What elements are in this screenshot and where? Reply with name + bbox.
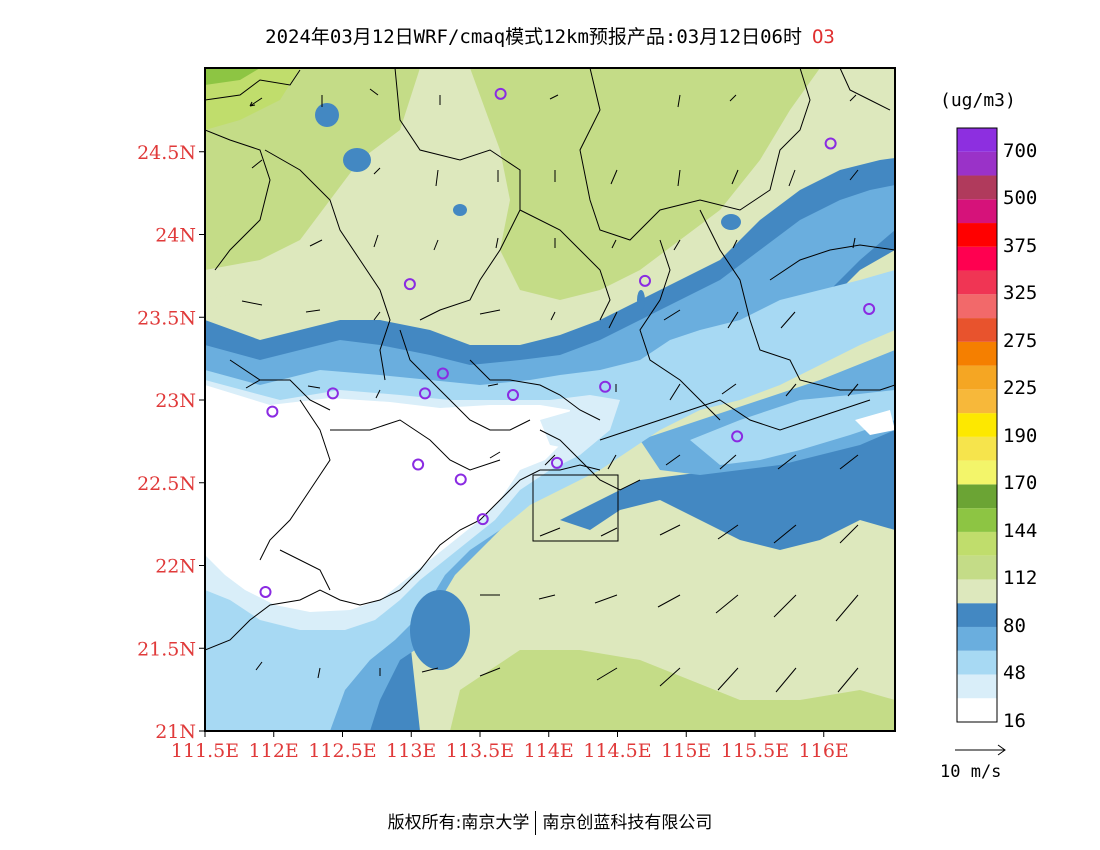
lat-label: 21.5N [137,638,196,660]
wind-reference-label: 10 m/s [940,762,1002,782]
monitoring-site-marker [824,137,837,150]
monitoring-site-marker [412,458,425,471]
legend-label: 375 [1003,234,1038,257]
legend-swatch [957,128,997,152]
legend-swatch [957,626,997,651]
legend-label: 190 [1003,424,1038,447]
monitoring-site-marker [639,274,651,287]
lon-label: 113E [386,740,436,762]
legend-label: 16 [1003,710,1026,732]
monitoring-site-marker [419,387,431,400]
copyright-footer: 版权所有:南京大学 南京创蓝科技有限公司 [0,808,1100,835]
lon-label: 112.5E [308,740,376,762]
legend-unit: (ug/m3) [940,90,1016,111]
footer-separator [535,811,537,835]
lat-label: 24N [155,225,196,247]
legend-swatch [957,318,997,342]
lon-label: 112E [249,740,299,762]
monitoring-site-marker [259,585,272,598]
legend-label: 48 [1003,662,1026,685]
lon-label: 116E [799,740,849,762]
footer-left: 版权所有:南京大学 [387,813,530,833]
legend-label: 170 [1003,472,1038,495]
lon-label: 114E [524,740,574,762]
monitoring-site-marker [507,389,519,402]
legend-swatch [957,531,997,556]
monitoring-site-marker [326,387,339,400]
lat-label: 24.5N [137,142,196,164]
legend-swatch [957,294,997,319]
monitoring-site-marker [266,405,279,418]
legend-swatch [957,674,997,699]
legend-label: 144 [1003,519,1038,542]
legend-swatch [957,223,997,247]
legend-swatch [957,436,997,461]
wind-vectors [241,88,859,693]
lon-label: 111.5E [171,740,239,762]
legend-label: 112 [1003,567,1038,590]
monitoring-site-marker [476,513,489,526]
monitoring-sites [259,87,876,598]
legend-swatch [957,175,997,200]
legend-swatch [957,698,997,722]
lon-label: 114.5E [583,740,651,762]
wind-reference-arrow [955,744,1006,756]
monitoring-site-marker [731,430,744,443]
legend-swatch [957,460,997,485]
legend-swatch [957,270,997,295]
title-text: 2024年03月12日WRF/cmaq模式12km预报产品:03月12日06时 [265,26,802,48]
legend-label: 700 [1003,139,1038,162]
legend-swatch [957,508,997,532]
monitoring-site-marker [551,456,563,469]
footer-right: 南京创蓝科技有限公司 [542,813,713,833]
legend-swatch [957,246,997,271]
monitoring-site-marker [494,87,507,100]
monitoring-site-marker [863,302,876,315]
lat-label: 22N [155,556,196,578]
legend-label: 80 [1003,614,1026,637]
legend-swatch [957,579,997,604]
lon-label: 115E [661,740,711,762]
monitoring-site-marker [454,473,467,486]
map-title: 2024年03月12日WRF/cmaq模式12km预报产品:03月12日06时 O… [0,22,1100,49]
legend-label: 225 [1003,377,1038,400]
monitoring-site-marker [403,278,416,291]
legend-swatch [957,555,997,580]
lon-label: 113.5E [446,740,514,762]
legend-label: 325 [1003,282,1038,305]
legend-label: 275 [1003,329,1038,352]
legend-swatch [957,365,997,390]
lat-label: 23N [155,390,196,412]
legend-swatch [957,341,997,366]
legend-swatch [957,199,997,224]
legend-swatch [957,484,997,509]
monitoring-site-marker [436,367,449,380]
legend-swatch [957,413,997,437]
admin-boundaries [205,68,895,651]
legend-swatch [957,603,997,627]
color-legend [956,127,998,723]
legend-swatch [957,151,997,176]
legend-swatch [957,389,997,414]
ozone-concentration-field [205,68,895,731]
lat-label: 21N [155,721,196,743]
species-label: O3 [811,26,835,48]
lat-label: 22.5N [137,473,196,495]
lon-label: 115.5E [721,740,789,762]
legend-label: 500 [1003,187,1038,210]
legend-swatch [957,650,997,675]
lat-label: 23.5N [137,307,196,329]
monitoring-site-marker [599,380,612,393]
